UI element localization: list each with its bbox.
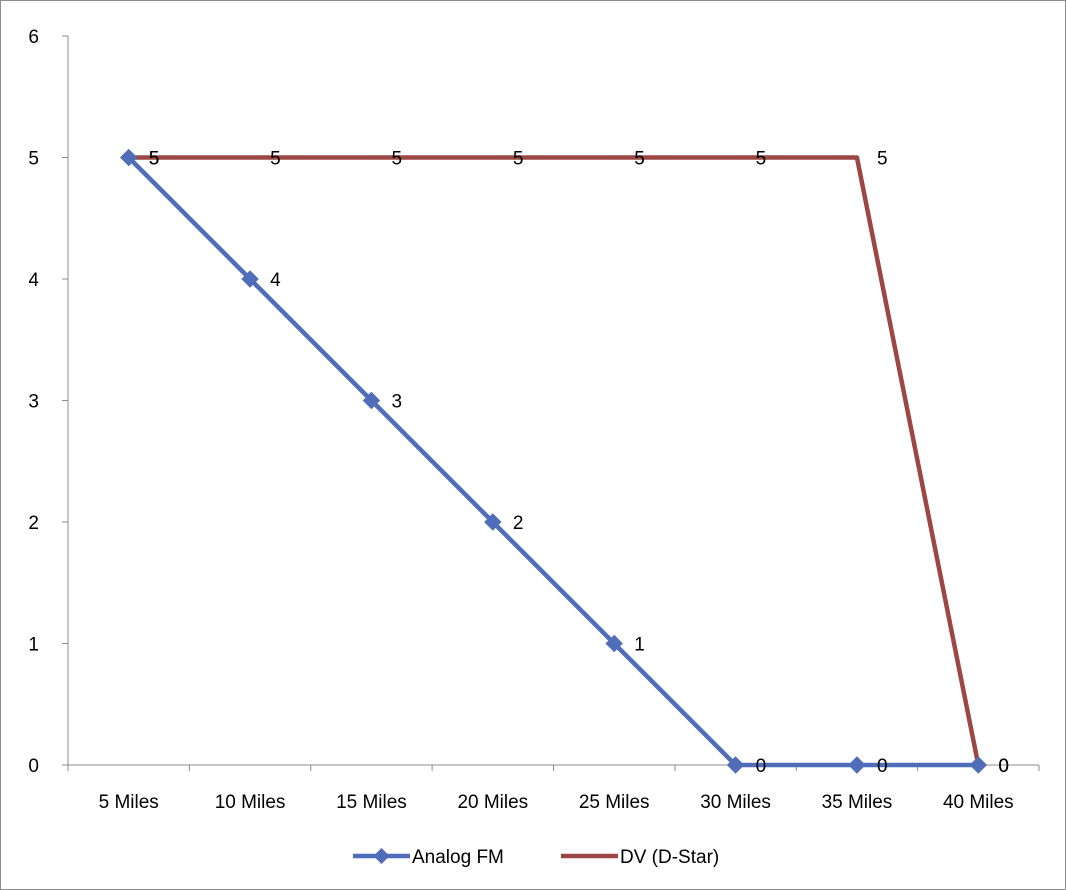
legend: Analog FM DV (D-Star) <box>353 847 719 868</box>
data-point <box>119 148 138 167</box>
x-tick-label: 30 Miles <box>700 792 771 813</box>
data-label: 4 <box>270 270 281 291</box>
x-tick-label: 10 Miles <box>215 792 286 813</box>
x-tick-label: 20 Miles <box>457 792 528 813</box>
legend-label: Analog FM <box>412 847 504 868</box>
data-label: 5 <box>149 149 160 170</box>
y-tick-label: 5 <box>28 149 39 170</box>
data-label: 1 <box>634 635 645 656</box>
data-label: 5 <box>756 149 767 170</box>
data-label: 5 <box>513 149 524 170</box>
legend-marker <box>373 848 390 864</box>
data-label: 2 <box>513 513 524 534</box>
x-tick-label: 5 Miles <box>99 792 159 813</box>
data-label: 0 <box>877 756 888 777</box>
data-point <box>848 756 866 774</box>
data-label: 5 <box>877 149 888 170</box>
y-tick-label: 0 <box>28 756 39 777</box>
y-tick-label: 3 <box>28 392 39 413</box>
data-label: 5 <box>634 149 645 170</box>
data-label: 0 <box>998 756 1009 777</box>
data-label: 3 <box>391 392 402 413</box>
x-tick-label: 35 Miles <box>822 792 893 813</box>
data-label: 5 <box>149 149 160 170</box>
data-point <box>484 513 502 531</box>
series-line <box>126 155 981 768</box>
data-label: 5 <box>270 149 281 170</box>
x-tick-label: 15 Miles <box>336 792 407 813</box>
data-point <box>726 756 745 774</box>
data-label: 5 <box>391 149 402 170</box>
data-label: 0 <box>998 756 1009 777</box>
data-point <box>362 391 381 410</box>
y-tick-label: 2 <box>28 513 39 534</box>
data-point <box>241 270 259 288</box>
data-point <box>605 634 623 653</box>
x-tick-label: 25 Miles <box>579 792 650 813</box>
x-tick-label: 40 Miles <box>943 792 1014 813</box>
legend-label: DV (D-Star) <box>620 847 719 868</box>
data-point <box>969 756 988 774</box>
series-line <box>126 155 981 768</box>
y-tick-label: 1 <box>28 635 39 656</box>
y-tick-label: 6 <box>28 27 39 48</box>
series-lines <box>126 155 981 768</box>
data-label: 0 <box>756 756 767 777</box>
y-tick-label: 4 <box>28 270 39 291</box>
series-markers <box>119 148 988 774</box>
